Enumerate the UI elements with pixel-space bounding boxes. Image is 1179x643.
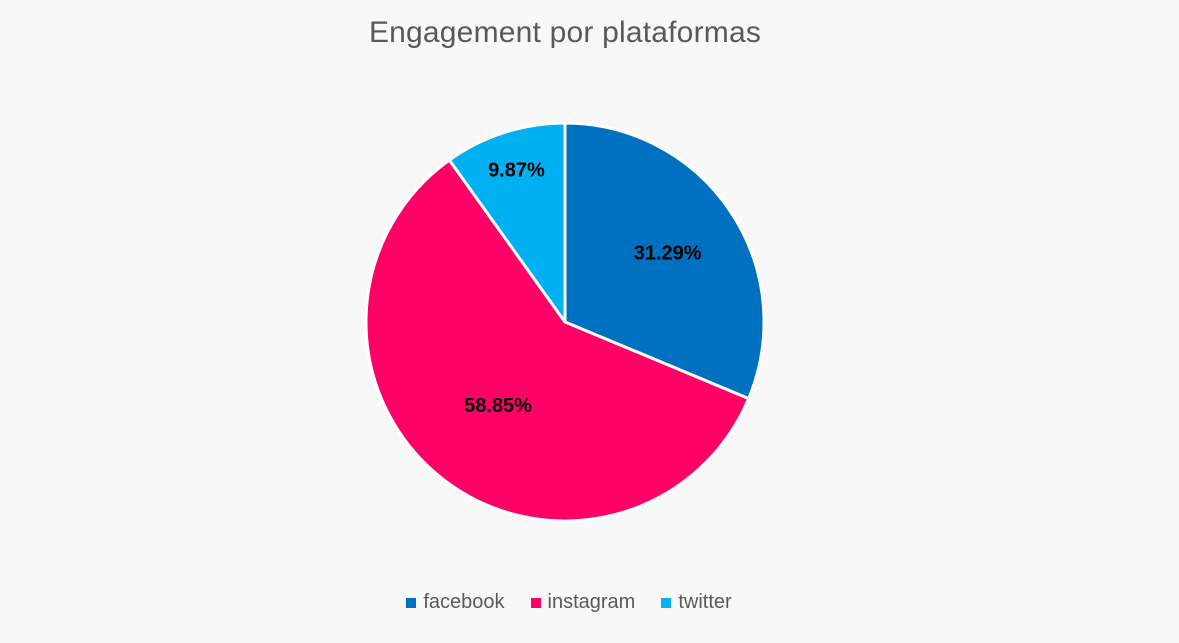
data-label-facebook: 31.29% <box>634 243 702 265</box>
legend-swatch-twitter <box>661 597 672 608</box>
legend-item-facebook: facebook <box>406 591 505 614</box>
legend: facebook instagram twitter <box>0 591 1138 614</box>
legend-item-twitter: twitter <box>661 591 732 614</box>
legend-swatch-facebook <box>406 597 417 608</box>
data-label-instagram: 58.85% <box>464 395 532 417</box>
legend-swatch-instagram <box>530 597 541 608</box>
legend-label-facebook: facebook <box>423 591 505 613</box>
legend-label-instagram: instagram <box>547 591 636 613</box>
chart-title: Engagement por plataformas <box>368 16 762 49</box>
legend-item-instagram: instagram <box>530 591 636 614</box>
pie-slice-twitter <box>447 121 567 324</box>
legend-label-twitter: twitter <box>678 591 732 613</box>
pie-slice-instagram <box>364 158 751 523</box>
pie-slice-facebook <box>563 121 766 401</box>
data-label-twitter: 9.87% <box>488 159 545 181</box>
